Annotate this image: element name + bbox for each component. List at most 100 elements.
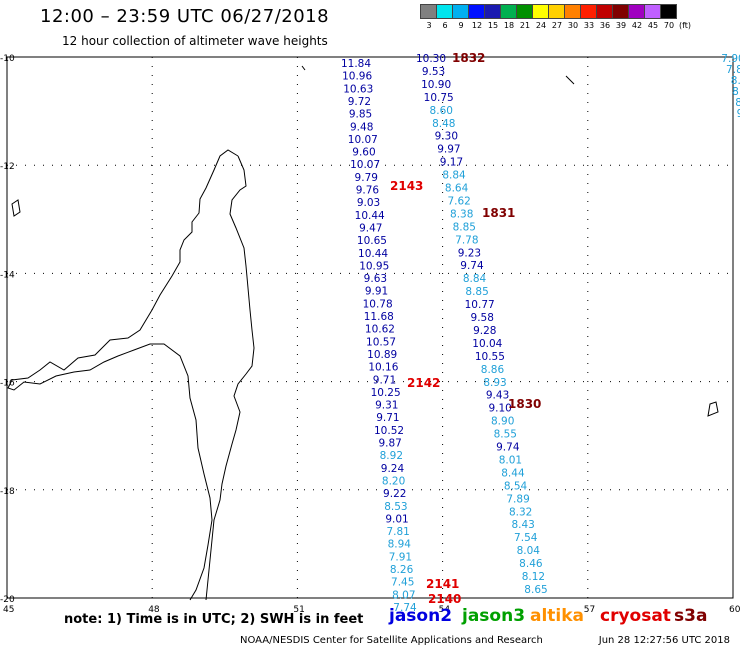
wave-height-value: 8.44	[501, 467, 525, 479]
wave-height-value: 9.23	[458, 247, 481, 259]
wave-height-value: 10.62	[365, 324, 395, 336]
wave-height-value: 10.77	[465, 299, 495, 311]
wave-height-value: 8.90	[491, 416, 514, 428]
wave-height-value: 10.65	[357, 235, 387, 247]
scale-label: 3	[426, 21, 432, 30]
wave-height-value: 9.63	[364, 273, 387, 285]
wave-height-value: 9.43	[486, 390, 509, 402]
wave-height-value: 8.55	[494, 429, 517, 441]
map-subtitle: 12 hour collection of altimeter wave hei…	[62, 34, 328, 48]
wave-height-value: 10.89	[367, 349, 397, 361]
madagascar-east-coast-path	[205, 155, 255, 601]
footer-timestamp: Jun 28 12:27:56 UTC 2018	[598, 635, 730, 646]
wave-height-value: 8.	[731, 75, 740, 87]
island-reunion	[707, 401, 719, 417]
wave-height-value: 9.74	[460, 260, 484, 272]
lat-label: -12	[0, 162, 15, 172]
lon-label: 51	[293, 605, 304, 615]
wave-height-value: 10.07	[348, 134, 378, 146]
wave-height-value: 7.8	[726, 64, 740, 76]
wave-height-value: 8.53	[384, 501, 407, 513]
scale-label: 6	[442, 21, 448, 30]
wave-height-value: 9.79	[355, 172, 378, 184]
wave-height-value: 9.47	[359, 222, 382, 234]
wave-height-value: 8.04	[517, 545, 541, 557]
island-dot	[301, 65, 306, 71]
wave-height-value: 9.01	[385, 513, 408, 525]
wave-height-value: 9.30	[435, 131, 458, 143]
wave-height-value: 9.17	[440, 157, 463, 169]
scale-label: 27	[551, 21, 563, 30]
wave-height-value: 10.75	[424, 92, 454, 104]
wave-height-value: 9	[737, 108, 740, 120]
scale-label: 42	[631, 21, 643, 30]
footer-agency: NOAA/NESDIS Center for Satellite Applica…	[240, 635, 543, 646]
wave-height-scale-labels: 3 6 9 12 15 18 21 24 27 30 33 36 39 42 45 70 (ft)	[421, 21, 693, 30]
lon-label: 60	[729, 605, 740, 615]
wave-height-value: 10.57	[366, 336, 396, 348]
wave-height-value: 9.97	[437, 144, 460, 156]
lat-label: -10	[0, 54, 15, 64]
island-small	[565, 75, 575, 85]
footer: NOAA/NESDIS Center for Satellite Applica…	[240, 635, 730, 646]
pass-time-label: 1832	[452, 51, 485, 65]
wave-height-value: 10.44	[358, 248, 388, 260]
wave-height-value: 10.96	[342, 71, 372, 83]
wave-height-value: 9.74	[496, 442, 520, 454]
wave-height-color-scale	[420, 4, 677, 19]
lat-label: -14	[0, 270, 15, 280]
lat-label: -16	[0, 379, 15, 389]
wave-height-value: 7.74	[393, 602, 417, 614]
wave-height-value: 7.89	[506, 493, 529, 505]
scale-label: (ft)	[678, 21, 692, 30]
wave-height-value: 8.60	[430, 105, 453, 117]
wave-height-value: 10.04	[472, 338, 502, 350]
wave-height-value: 8.26	[390, 564, 414, 576]
island-northwest	[11, 199, 21, 217]
scale-label: 21	[519, 21, 531, 30]
wave-height-value: 11.68	[364, 311, 394, 323]
wave-height-value: 9.60	[352, 147, 375, 159]
wave-height-value: 10.55	[475, 351, 505, 363]
wave-height-value: 9.58	[471, 312, 494, 324]
wave-height-value: 9.91	[365, 286, 388, 298]
scale-label: 9	[458, 21, 464, 30]
wave-height-value: 9.87	[378, 438, 401, 450]
satellite-legend-cryosat: cryosat	[600, 606, 671, 626]
scale-label: 45	[647, 21, 659, 30]
wave-height-value: 7.54	[514, 532, 538, 544]
wave-height-value: 8.85	[453, 221, 476, 233]
wave-height-value: 8.46	[519, 558, 543, 570]
pass-time-label: 1831	[482, 206, 515, 220]
satellite-legend-jason3: jason3	[462, 606, 526, 626]
wave-height-value: 9.85	[349, 109, 372, 121]
lat-label: -20	[0, 595, 15, 605]
wave-height-value: 9.28	[473, 325, 496, 337]
wave-height-value: 7.78	[455, 234, 478, 246]
satellite-legend-altika: altika	[530, 606, 585, 626]
scale-swatch	[660, 4, 677, 19]
wave-height-value: 8.64	[445, 183, 469, 195]
scale-label: 18	[503, 21, 515, 30]
lon-label: 54	[439, 605, 451, 615]
wave-height-value: 7.62	[447, 195, 470, 207]
legend-note: note: 1) Time is in UTC; 2) SWH is in fe…	[64, 612, 364, 627]
wave-height-value: 10.63	[343, 83, 373, 95]
map-title: 12:00 – 23:59 UTC 06/27/2018	[40, 6, 330, 27]
wave-height-value: 7.90	[721, 53, 740, 65]
scale-label: 24	[535, 21, 547, 30]
wave-height-value: 10.07	[350, 159, 380, 171]
wave-height-value: 8.92	[380, 450, 403, 462]
map-frame	[6, 56, 734, 599]
wave-height-value: 8.85	[465, 286, 488, 298]
wave-height-value: 9.71	[373, 374, 396, 386]
scale-label: 36	[599, 21, 611, 30]
wave-height-value: 7.91	[389, 551, 412, 563]
jason2-track-b: 10.309.5310.9010.758.608.489.309.979.178…	[416, 53, 548, 596]
pass-time-label: 1830	[508, 397, 541, 411]
satellite-legend-jason2: jason2	[389, 606, 453, 626]
wave-height-value: 10.25	[371, 387, 401, 399]
wave-height-value: 10.90	[421, 79, 451, 91]
wave-height-value: 7.45	[391, 577, 414, 589]
